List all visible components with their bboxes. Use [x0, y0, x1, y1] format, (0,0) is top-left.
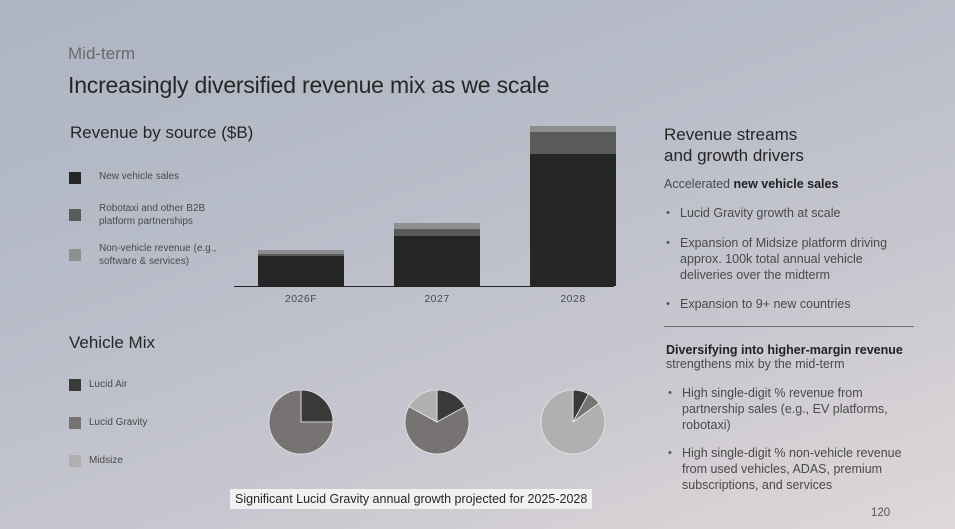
section2-list: High single-digit % revenue from partner…	[666, 385, 916, 493]
section1-heading: Accelerated new vehicle sales	[664, 177, 914, 191]
legend-robotaxi-b2b: Robotaxi and other B2B platform partners…	[69, 202, 224, 228]
pie-slice	[404, 406, 470, 455]
bar-segment	[394, 223, 480, 229]
bar-segment	[258, 254, 344, 256]
section2-bold: Diversifying into higher-margin revenue	[666, 343, 903, 357]
legend-swatch-non-vehicle	[69, 249, 81, 261]
x-tick-label: 2028	[560, 293, 585, 305]
legend-lucid-air: Lucid Air	[69, 377, 127, 391]
section2-bullet: High single-digit % revenue from partner…	[666, 385, 916, 433]
page-title: Increasingly diversified revenue mix as …	[68, 72, 550, 98]
section2: Diversifying into higher-margin revenue …	[666, 343, 916, 493]
pie-slice	[408, 389, 438, 423]
right-panel-divider	[664, 326, 914, 327]
right-panel-title-line2: and growth drivers	[664, 146, 804, 165]
revenue-chart-title: Revenue by source ($B)	[70, 123, 254, 142]
bar-segment	[394, 229, 480, 236]
pie-slice	[540, 389, 606, 455]
bar-segment	[394, 236, 480, 286]
legend-label-midsize: Midsize	[89, 455, 123, 466]
bar-segment	[258, 250, 344, 254]
legend-new-vehicle-sales: New vehicle sales	[69, 170, 179, 184]
legend-swatch-robotaxi-b2b	[69, 209, 81, 221]
legend-label-new-vehicle-sales: New vehicle sales	[99, 171, 180, 182]
section1-bold: new vehicle sales	[733, 177, 839, 191]
legend-swatch-lucid-air	[69, 379, 81, 391]
section1-bullet: Expansion of Midsize platform driving ap…	[664, 235, 914, 283]
right-panel-title-line1: Revenue streams	[664, 125, 798, 144]
section2-sub: strengthens mix by the mid-term	[666, 357, 845, 371]
section2-bullet: High single-digit % non-vehicle revenue …	[666, 445, 916, 493]
right-panel-title: Revenue streams and growth drivers	[664, 124, 914, 166]
vehicle-mix-title: Vehicle Mix	[69, 333, 155, 352]
bar-segment	[530, 154, 616, 286]
pie-slice	[300, 389, 334, 423]
page-number: 120	[871, 507, 891, 519]
legend-swatch-new-vehicle-sales	[69, 172, 81, 184]
legend-swatch-midsize	[69, 455, 81, 467]
legend-label-lucid-gravity: Lucid Gravity	[89, 417, 148, 428]
section1-list: Lucid Gravity growth at scale Expansion …	[664, 205, 914, 312]
pie-slice	[268, 389, 334, 455]
legend-lucid-gravity: Lucid Gravity	[69, 415, 147, 429]
x-tick-label: 2027	[424, 293, 449, 305]
bar-segment	[530, 126, 616, 132]
bar-segment	[530, 132, 616, 154]
legend-label-robotaxi-b2b: Robotaxi and other B2B platform partners…	[99, 203, 206, 227]
section1-bullet: Expansion to 9+ new countries	[664, 296, 914, 312]
footnote: Significant Lucid Gravity annual growth …	[230, 489, 593, 509]
bar-segment	[258, 256, 344, 286]
x-tick-label: 2026F	[285, 293, 317, 305]
section-label: Mid-term	[68, 44, 136, 63]
section1-prefix: Accelerated	[664, 177, 734, 191]
legend-label-lucid-air: Lucid Air	[89, 379, 128, 390]
legend-midsize: Midsize	[69, 453, 123, 467]
legend-swatch-lucid-gravity	[69, 417, 81, 429]
legend-non-vehicle: Non-vehicle revenue (e.g., software & se…	[69, 242, 229, 268]
section1-bullet: Lucid Gravity growth at scale	[664, 205, 914, 221]
legend-label-non-vehicle: Non-vehicle revenue (e.g., software & se…	[99, 243, 217, 267]
right-panel: Revenue streams and growth drivers Accel…	[664, 124, 914, 312]
